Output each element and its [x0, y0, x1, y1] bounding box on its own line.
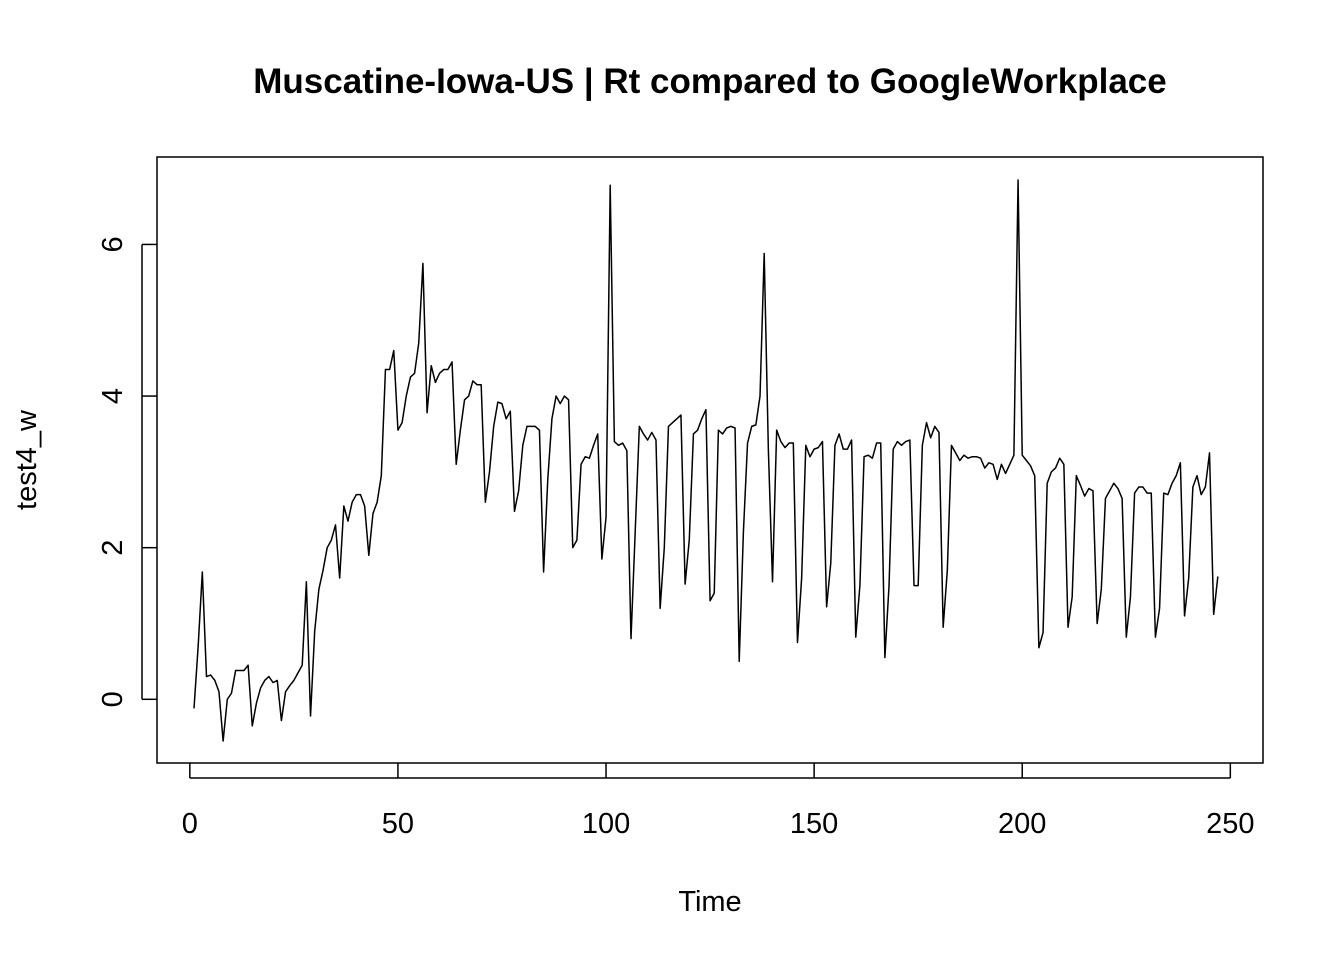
x-tick-label: 50 [382, 808, 414, 840]
y-axis: 0 2 4 6 [97, 236, 157, 707]
y-tick-label: 4 [97, 388, 129, 404]
x-tick-label: 0 [182, 808, 198, 840]
chart-title: Muscatine-Iowa-US | Rt compared to Googl… [253, 62, 1166, 101]
series-line [193, 179, 1219, 742]
y-tick-label: 0 [97, 691, 129, 707]
x-tick-label: 250 [1206, 808, 1254, 840]
x-tick-label: 150 [790, 808, 838, 840]
x-axis: 0 50 100 150 200 250 [182, 763, 1255, 840]
y-axis-label: test4_w [11, 409, 43, 510]
y-tick-label: 2 [97, 540, 129, 556]
x-axis-label: Time [678, 886, 741, 918]
x-tick-label: 200 [998, 808, 1046, 840]
plot-frame [156, 156, 1264, 764]
x-tick-label: 100 [582, 808, 630, 840]
y-tick-label: 6 [97, 236, 129, 252]
